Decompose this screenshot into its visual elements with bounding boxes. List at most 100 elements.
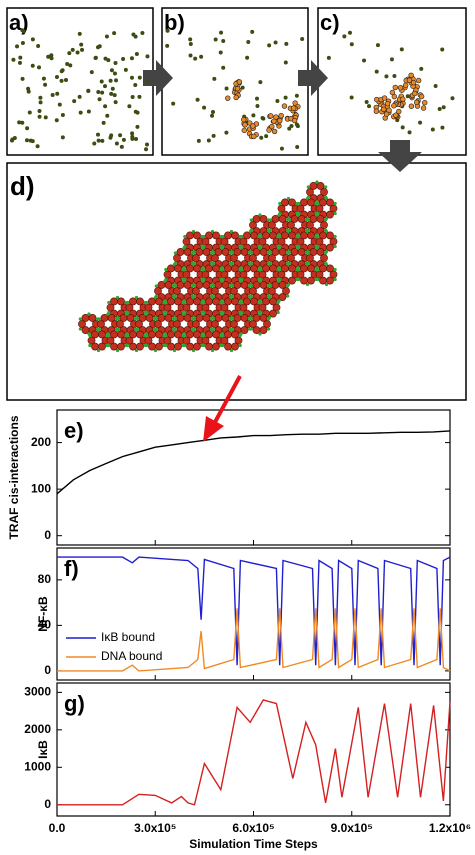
ring-molecule xyxy=(154,320,162,328)
molecule xyxy=(264,134,269,139)
molecule xyxy=(441,105,446,110)
ring-molecule xyxy=(259,215,268,223)
ring-linker xyxy=(173,317,177,321)
ring-molecule xyxy=(300,198,308,207)
ring-molecule xyxy=(269,297,277,306)
molecule xyxy=(121,137,126,142)
ring-molecule xyxy=(306,221,314,229)
molecule xyxy=(145,78,150,83)
ring-molecule xyxy=(277,237,286,246)
ring-molecule xyxy=(176,248,185,256)
ring-linker xyxy=(107,343,111,348)
molecule xyxy=(80,47,85,52)
molecule xyxy=(86,88,91,93)
arrow xyxy=(298,60,328,96)
molecule xyxy=(362,58,367,63)
molecule xyxy=(287,126,292,131)
ring-linker xyxy=(115,348,120,353)
ring-molecule xyxy=(249,254,257,262)
molecule xyxy=(30,37,35,42)
ring-molecule xyxy=(186,342,194,351)
ring-linker xyxy=(258,332,262,336)
x-axis-title: Simulation Time Steps xyxy=(189,837,318,851)
ring-molecule xyxy=(221,281,230,289)
ring-linker xyxy=(221,343,225,348)
molecule xyxy=(37,108,42,113)
ring-molecule xyxy=(183,248,192,256)
molecule xyxy=(12,136,17,141)
molecule xyxy=(130,136,135,141)
x-tick-label: 1.2x10⁶ xyxy=(429,821,471,835)
ring-molecule xyxy=(201,336,210,345)
molecule xyxy=(75,50,80,55)
molecule xyxy=(133,82,138,87)
cluster-molecule xyxy=(266,127,272,133)
ring-molecule xyxy=(116,320,124,328)
x-tick-label: 9.0x10⁵ xyxy=(331,821,373,835)
molecule xyxy=(405,94,410,99)
panel-c-frame xyxy=(317,7,467,156)
ring-linker xyxy=(210,348,215,353)
ring-linker xyxy=(201,312,205,316)
ring-linker xyxy=(258,246,262,250)
ring-molecule xyxy=(243,231,251,240)
molecule xyxy=(105,113,110,118)
ring-linker xyxy=(154,317,158,321)
molecule xyxy=(108,135,113,140)
molecule xyxy=(17,60,22,65)
molecule xyxy=(199,54,204,59)
ring-linker xyxy=(239,312,243,316)
ring-linker xyxy=(277,246,281,250)
y-tick-label: 0 xyxy=(44,797,51,811)
ring-linker xyxy=(239,279,243,283)
ring-linker xyxy=(115,295,120,300)
molecule xyxy=(260,116,265,121)
molecule xyxy=(258,80,263,85)
ring-molecule xyxy=(224,231,232,240)
ring-linker xyxy=(172,348,177,353)
ring-molecule xyxy=(240,314,249,322)
molecule xyxy=(96,89,101,94)
cluster-molecule xyxy=(381,95,388,101)
x-tick-label: 3.0x10⁵ xyxy=(134,821,176,835)
molecule xyxy=(133,109,138,114)
ring-linker xyxy=(238,343,242,348)
ring-linker xyxy=(267,262,272,267)
molecule xyxy=(38,95,43,100)
panel-label: d) xyxy=(10,171,35,201)
ring-molecule xyxy=(269,231,277,240)
ring-molecule xyxy=(176,314,185,322)
ring-molecule xyxy=(231,330,239,339)
ring-linker xyxy=(249,218,253,222)
ring-molecule xyxy=(144,336,153,345)
ring-linker xyxy=(240,267,244,272)
ring-molecule xyxy=(212,342,220,351)
ring-molecule xyxy=(326,210,334,219)
ring-molecule xyxy=(182,270,191,279)
cluster-molecule xyxy=(420,105,427,111)
ring-molecule xyxy=(329,237,338,246)
ring-molecule xyxy=(173,287,181,295)
y-tick-label: 2000 xyxy=(24,722,51,736)
ring-molecule xyxy=(316,248,325,256)
molecule xyxy=(72,99,77,104)
ring-molecule xyxy=(182,237,191,246)
ring-molecule xyxy=(192,254,200,262)
molecule xyxy=(89,70,94,75)
molecule xyxy=(130,95,135,100)
ring-molecule xyxy=(319,198,327,207)
y-tick-label: 1000 xyxy=(24,759,51,773)
ring-molecule xyxy=(249,287,257,295)
ring-molecule xyxy=(100,314,109,322)
molecule xyxy=(99,79,104,84)
ring-molecule xyxy=(240,281,249,289)
molecule xyxy=(137,94,142,99)
molecule xyxy=(112,31,117,36)
ring-linker xyxy=(191,262,196,267)
ring-molecule xyxy=(192,287,200,295)
molecule xyxy=(349,42,354,47)
ring-molecule xyxy=(319,264,327,273)
molecule xyxy=(20,76,25,81)
ring-linker xyxy=(333,211,337,216)
ring-molecule xyxy=(307,198,315,207)
